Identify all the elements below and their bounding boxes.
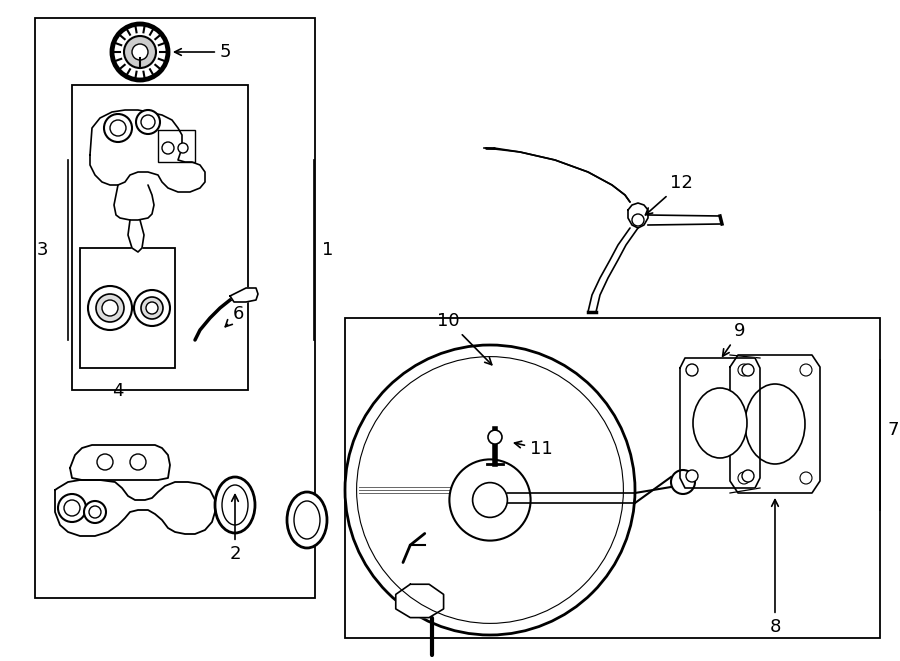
Circle shape bbox=[671, 470, 695, 494]
Circle shape bbox=[742, 364, 754, 376]
Bar bbox=[72, 85, 248, 390]
Polygon shape bbox=[55, 480, 215, 536]
Bar bbox=[345, 318, 880, 638]
Circle shape bbox=[64, 500, 80, 516]
Circle shape bbox=[104, 114, 132, 142]
Circle shape bbox=[345, 345, 635, 635]
Ellipse shape bbox=[222, 485, 248, 525]
Circle shape bbox=[124, 36, 156, 68]
Circle shape bbox=[632, 214, 644, 226]
Circle shape bbox=[686, 364, 698, 376]
Polygon shape bbox=[628, 203, 648, 228]
Circle shape bbox=[449, 459, 531, 541]
Text: 10: 10 bbox=[437, 312, 491, 365]
Ellipse shape bbox=[287, 492, 327, 548]
Polygon shape bbox=[128, 220, 144, 252]
Circle shape bbox=[141, 115, 155, 129]
Circle shape bbox=[178, 143, 188, 153]
Circle shape bbox=[488, 430, 502, 444]
Circle shape bbox=[686, 470, 698, 482]
Circle shape bbox=[88, 286, 132, 330]
Text: 2: 2 bbox=[230, 494, 240, 563]
Circle shape bbox=[134, 290, 170, 326]
Polygon shape bbox=[114, 185, 154, 220]
Circle shape bbox=[162, 142, 174, 154]
Text: 9: 9 bbox=[723, 322, 746, 356]
Text: 3: 3 bbox=[37, 241, 48, 259]
Circle shape bbox=[800, 364, 812, 376]
Bar bbox=[80, 248, 175, 368]
Text: 6: 6 bbox=[225, 305, 244, 327]
Bar bbox=[158, 130, 195, 162]
Text: 12: 12 bbox=[645, 174, 693, 215]
Polygon shape bbox=[70, 445, 170, 480]
Circle shape bbox=[141, 297, 163, 319]
Circle shape bbox=[738, 472, 750, 484]
Circle shape bbox=[132, 44, 148, 60]
Text: 8: 8 bbox=[770, 500, 780, 636]
Text: 5: 5 bbox=[175, 43, 231, 61]
Circle shape bbox=[89, 506, 101, 518]
Circle shape bbox=[146, 302, 158, 314]
Circle shape bbox=[800, 472, 812, 484]
Bar bbox=[35, 18, 315, 598]
Circle shape bbox=[738, 364, 750, 376]
Text: 11: 11 bbox=[515, 440, 553, 458]
Circle shape bbox=[84, 501, 106, 523]
Text: 7: 7 bbox=[888, 421, 899, 439]
Polygon shape bbox=[680, 358, 760, 488]
Circle shape bbox=[110, 120, 126, 136]
Ellipse shape bbox=[294, 501, 320, 539]
Ellipse shape bbox=[215, 477, 255, 533]
Ellipse shape bbox=[745, 384, 805, 464]
Circle shape bbox=[102, 300, 118, 316]
Circle shape bbox=[742, 470, 754, 482]
Text: 1: 1 bbox=[322, 241, 333, 259]
Polygon shape bbox=[730, 355, 820, 493]
Ellipse shape bbox=[693, 388, 747, 458]
Circle shape bbox=[136, 110, 160, 134]
Circle shape bbox=[96, 294, 124, 322]
Circle shape bbox=[130, 454, 146, 470]
Polygon shape bbox=[396, 584, 444, 617]
Polygon shape bbox=[90, 110, 205, 192]
Circle shape bbox=[58, 494, 86, 522]
Circle shape bbox=[472, 483, 508, 518]
Circle shape bbox=[97, 454, 113, 470]
Circle shape bbox=[112, 24, 168, 80]
Polygon shape bbox=[230, 288, 258, 302]
Text: 4: 4 bbox=[112, 382, 123, 400]
